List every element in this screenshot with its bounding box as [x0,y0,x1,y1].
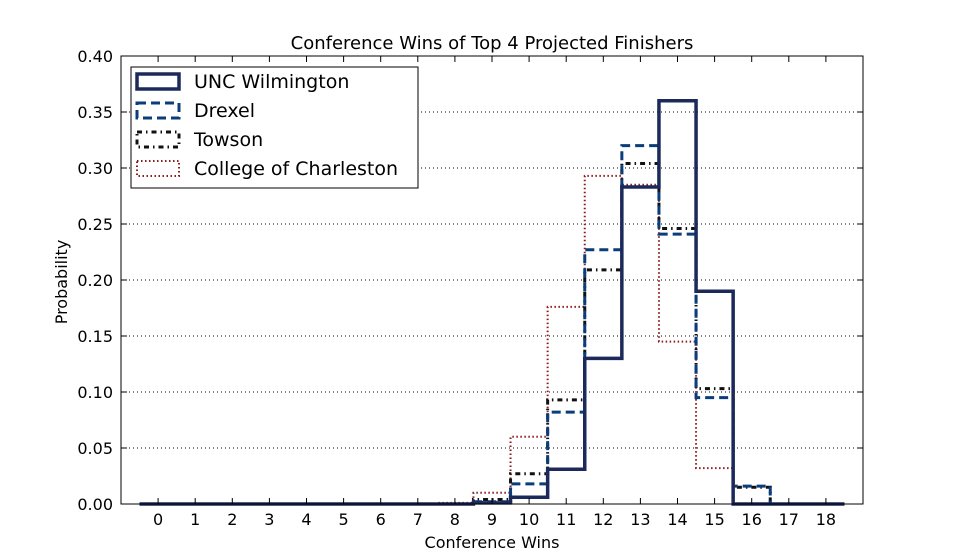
x-tick-label: 9 [487,510,497,529]
x-axis-label: Conference Wins [425,533,560,552]
series-towson-line [139,162,845,506]
y-tick-label: 0.35 [77,103,113,122]
x-tick-label: 14 [667,510,687,529]
axis-ticks: 0.000.050.100.150.200.250.300.350.400 1 2 3… [77,47,863,529]
legend-swatch [136,160,180,177]
x-tick-label: 7 [413,510,423,529]
y-tick-label: 0.00 [77,495,113,514]
legend-swatch [135,101,181,120]
y-tick-label: 0.40 [77,47,113,66]
chart-title: Conference Wins of Top 4 Projected Finis… [291,33,694,54]
legend-swatch [135,130,181,149]
legend-label: Towson [193,129,263,151]
y-tick-label: 0.25 [77,215,113,234]
y-tick-label: 0.30 [77,159,113,178]
x-tick-label: 15 [704,510,724,529]
x-tick-label: 5 [339,510,349,529]
x-tick-label: 11 [556,510,576,529]
legend-label: College of Charleston [194,158,398,180]
legend-label: Drexel [194,100,255,122]
y-axis-label: Probability [52,240,71,325]
y-tick-label: 0.15 [77,327,113,346]
x-tick-label: 6 [376,510,386,529]
x-tick-label: 0 [153,510,163,529]
x-tick-label: 2 [227,510,237,529]
x-tick-label: 12 [593,510,613,529]
legend: UNC Wilmington Drexel Towson College of Cha… [130,66,419,189]
x-tick-label: 3 [264,510,274,529]
x-tick-label: 10 [519,510,539,529]
x-tick-label: 1 [190,510,200,529]
y-tick-label: 0.10 [77,383,113,402]
y-tick-label: 0.05 [77,439,113,458]
x-tick-label: 18 [816,510,836,529]
series-drexel-line [139,144,845,506]
y-tick-label: 0.20 [77,271,113,290]
x-tick-label: 8 [450,510,460,529]
legend-label: UNC Wilmington [194,71,349,93]
x-tick-label: 4 [301,510,311,529]
x-tick-label: 17 [779,510,799,529]
series-college-of-charleston-line [139,174,845,505]
x-tick-label: 16 [742,510,762,529]
x-tick-label: 13 [630,510,650,529]
legend-swatch [135,72,181,91]
